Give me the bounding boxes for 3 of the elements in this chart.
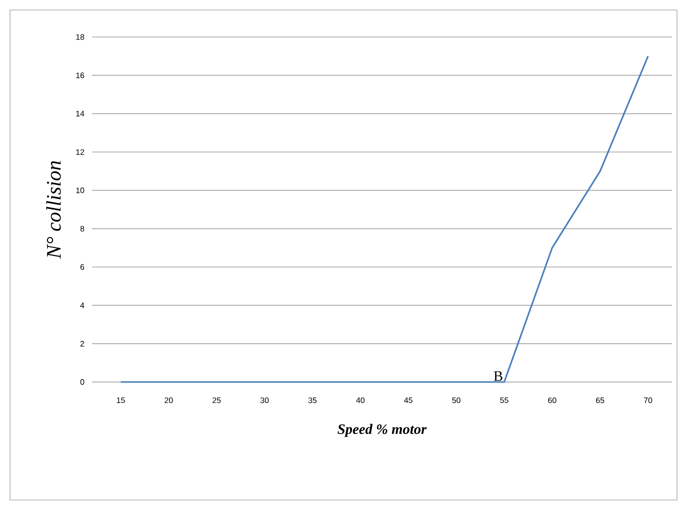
annotation: B — [494, 371, 502, 381]
y-axis-title: N° collision — [46, 161, 61, 259]
x-axis-title: Speed % motor — [338, 424, 427, 437]
